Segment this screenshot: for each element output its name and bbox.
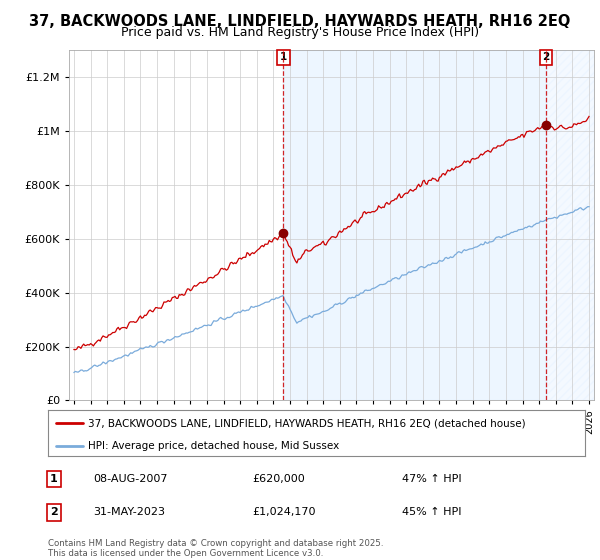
Text: 37, BACKWOODS LANE, LINDFIELD, HAYWARDS HEATH, RH16 2EQ (detached house): 37, BACKWOODS LANE, LINDFIELD, HAYWARDS … bbox=[88, 418, 526, 428]
Text: 31-MAY-2023: 31-MAY-2023 bbox=[93, 507, 165, 517]
Text: 2: 2 bbox=[542, 52, 550, 62]
Text: 47% ↑ HPI: 47% ↑ HPI bbox=[402, 474, 461, 484]
Text: £1,024,170: £1,024,170 bbox=[252, 507, 316, 517]
Text: 2: 2 bbox=[50, 507, 58, 517]
Text: 08-AUG-2007: 08-AUG-2007 bbox=[93, 474, 167, 484]
Text: 1: 1 bbox=[50, 474, 58, 484]
Text: 1: 1 bbox=[280, 52, 287, 62]
Text: 37, BACKWOODS LANE, LINDFIELD, HAYWARDS HEATH, RH16 2EQ: 37, BACKWOODS LANE, LINDFIELD, HAYWARDS … bbox=[29, 14, 571, 29]
Bar bbox=[283, 50, 546, 400]
Text: HPI: Average price, detached house, Mid Sussex: HPI: Average price, detached house, Mid … bbox=[88, 441, 340, 451]
Text: £620,000: £620,000 bbox=[252, 474, 305, 484]
Text: Price paid vs. HM Land Registry's House Price Index (HPI): Price paid vs. HM Land Registry's House … bbox=[121, 26, 479, 39]
Text: 45% ↑ HPI: 45% ↑ HPI bbox=[402, 507, 461, 517]
Text: Contains HM Land Registry data © Crown copyright and database right 2025.
This d: Contains HM Land Registry data © Crown c… bbox=[48, 539, 383, 558]
Bar bbox=[546, 50, 594, 400]
